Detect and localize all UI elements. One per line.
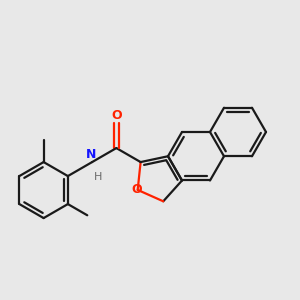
- Text: H: H: [94, 172, 103, 182]
- Text: N: N: [86, 148, 96, 161]
- Text: O: O: [111, 110, 122, 122]
- Text: O: O: [131, 183, 142, 196]
